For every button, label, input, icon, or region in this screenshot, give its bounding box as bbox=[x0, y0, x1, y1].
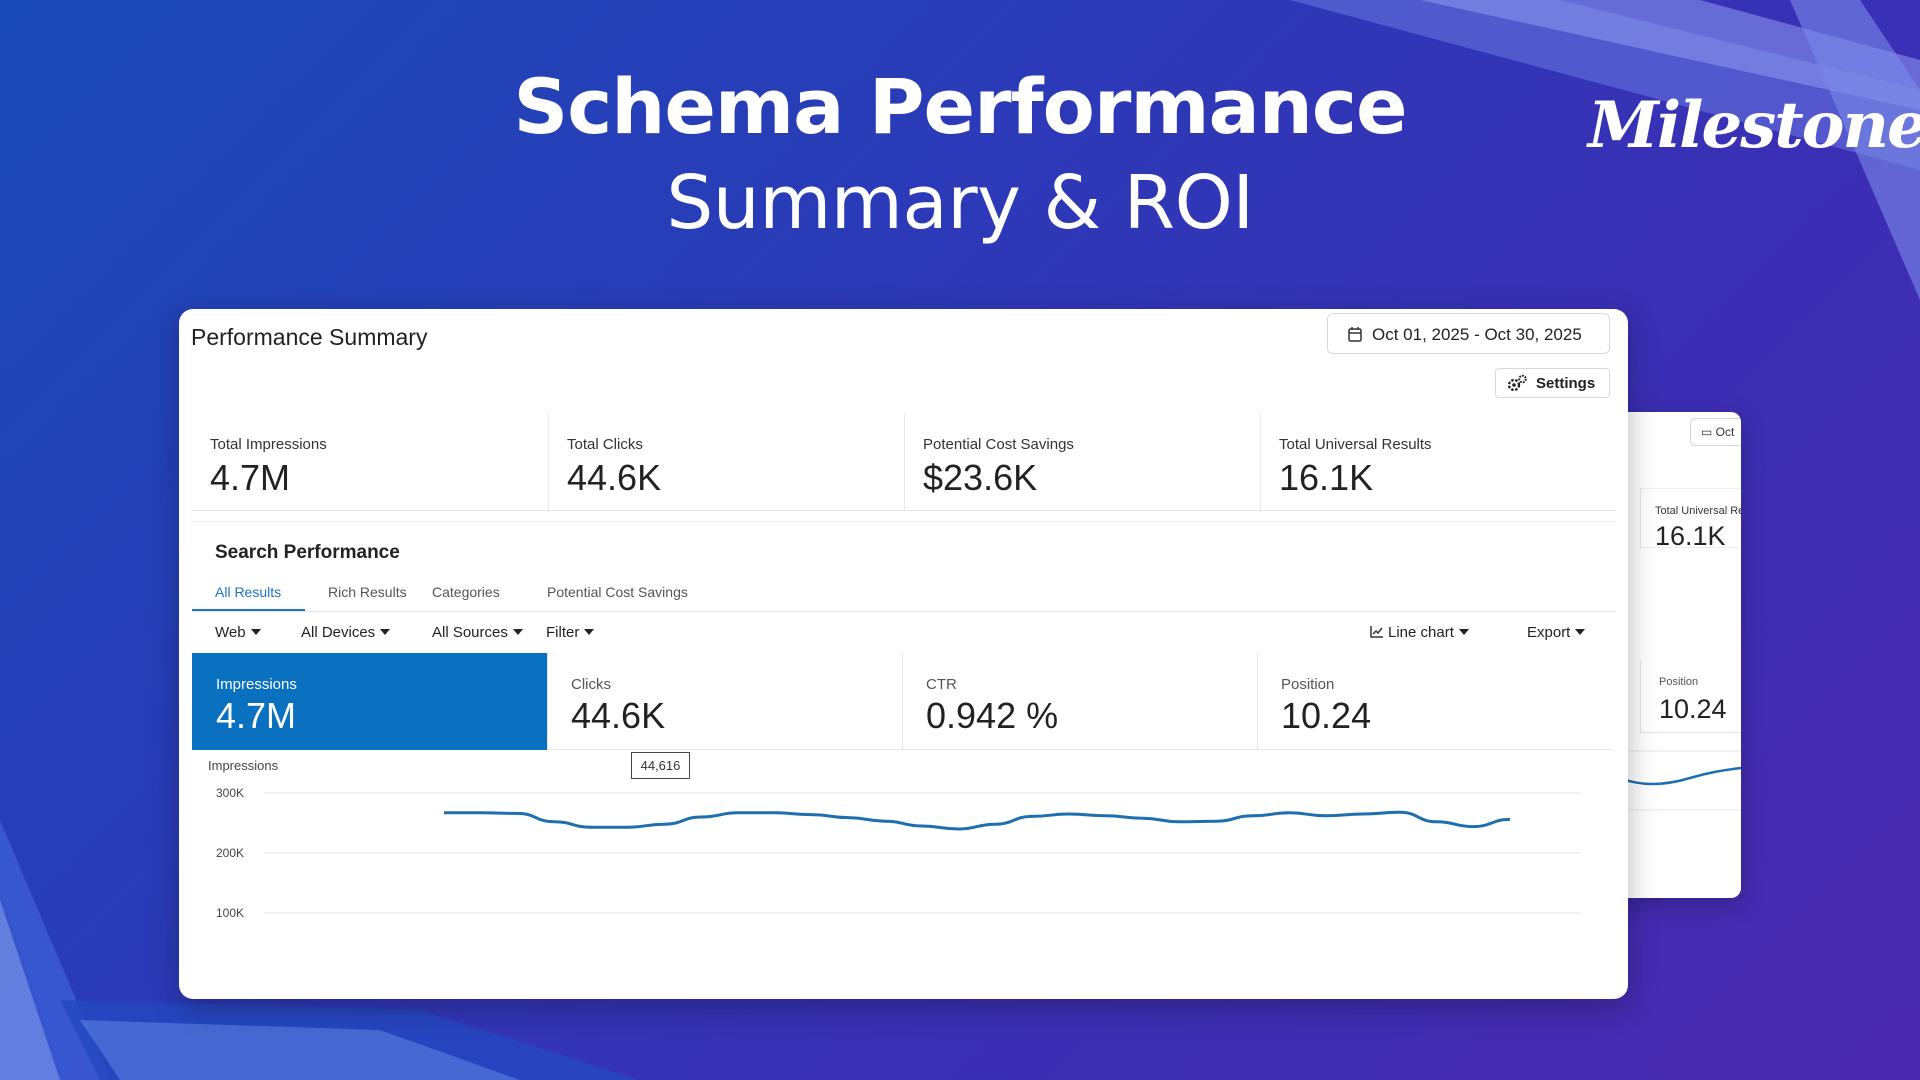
metric-label: CTR bbox=[926, 676, 957, 693]
y-tick-label: 300K bbox=[216, 786, 244, 800]
secondary-date-label: Oct bbox=[1715, 425, 1735, 439]
y-tick-label: 200K bbox=[216, 846, 244, 860]
hero-title: Schema Performance bbox=[513, 62, 1407, 151]
metric-label: Impressions bbox=[216, 676, 297, 693]
metric-value: 4.7M bbox=[216, 695, 297, 736]
web-dropdown[interactable]: Web bbox=[215, 624, 261, 641]
tab-rich-results[interactable]: Rich Results bbox=[328, 584, 407, 600]
line-chart-icon bbox=[1370, 626, 1383, 638]
web-dropdown-label: Web bbox=[215, 624, 246, 641]
kpi-label: Total Universal Results bbox=[1279, 436, 1432, 453]
caret-down-icon bbox=[1575, 629, 1586, 635]
tabs-divider bbox=[192, 611, 1616, 612]
kpi-value: $23.6K bbox=[923, 457, 1038, 498]
metric-clicks[interactable]: Clicks 44.6K bbox=[547, 653, 902, 750]
tab-all-results[interactable]: All Results bbox=[215, 584, 282, 600]
y-axis-label: Impressions bbox=[208, 758, 279, 773]
metric-position[interactable]: Position 10.24 bbox=[1257, 653, 1612, 750]
performance-summary-card: Performance Summary Oct 01, 2025 - Oct 3… bbox=[179, 309, 1628, 999]
brand-logo: Milestone bbox=[1588, 88, 1920, 163]
caret-down-icon bbox=[512, 629, 523, 635]
kpi-total-impressions: Total Impressions 4.7M bbox=[192, 413, 548, 510]
secondary-position-label: Position bbox=[1659, 676, 1699, 688]
metric-ctr[interactable]: CTR 0.942 % bbox=[902, 653, 1257, 750]
impressions-series-line bbox=[443, 810, 1511, 831]
y-tick-label: 100K bbox=[216, 906, 244, 920]
kpi-total-universal-results: Total Universal Results 16.1K bbox=[1260, 413, 1616, 510]
kpi-row: Total Impressions 4.7M Total Clicks 44.6… bbox=[192, 413, 1616, 511]
sources-dropdown-label: All Sources bbox=[432, 624, 508, 641]
card-title: Performance Summary bbox=[191, 324, 428, 350]
hero-subtitle: Summary & ROI bbox=[666, 160, 1254, 246]
caret-down-icon bbox=[584, 629, 595, 635]
kpi-label: Potential Cost Savings bbox=[923, 436, 1074, 453]
metric-label: Position bbox=[1281, 676, 1335, 693]
kpi-total-clicks: Total Clicks 44.6K bbox=[548, 413, 904, 510]
export-dropdown[interactable]: Export bbox=[1527, 624, 1586, 641]
kpi-value: 44.6K bbox=[567, 457, 662, 498]
active-tab-indicator bbox=[192, 609, 305, 611]
tab-categories[interactable]: Categories bbox=[432, 584, 500, 600]
filter-dropdown-label: Filter bbox=[546, 624, 580, 641]
caret-down-icon bbox=[250, 629, 261, 635]
gears-icon bbox=[1507, 374, 1527, 392]
secondary-position-value: 10.24 bbox=[1659, 694, 1727, 724]
tab-potential-cost-savings[interactable]: Potential Cost Savings bbox=[547, 584, 688, 600]
chart-type-dropdown[interactable]: Line chart bbox=[1370, 624, 1469, 641]
search-performance-title: Search Performance bbox=[215, 542, 400, 563]
metric-value: 44.6K bbox=[571, 695, 666, 736]
impressions-line-chart: Impressions 300K 200K 100K bbox=[208, 758, 1580, 920]
kpi-label: Total Impressions bbox=[210, 436, 327, 453]
filter-dropdown[interactable]: Filter bbox=[546, 624, 595, 641]
secondary-position: Position 10.24 bbox=[1640, 660, 1741, 733]
sources-dropdown[interactable]: All Sources bbox=[432, 624, 523, 641]
metric-value: 10.24 bbox=[1281, 695, 1372, 736]
metric-label: Clicks bbox=[571, 676, 611, 693]
calendar-icon bbox=[1348, 327, 1362, 342]
kpi-label: Total Clicks bbox=[567, 436, 643, 453]
caret-down-icon bbox=[380, 629, 391, 635]
chart-type-label: Line chart bbox=[1388, 624, 1454, 641]
secondary-stat-label: Total Universal Res bbox=[1655, 505, 1741, 517]
settings-label: Settings bbox=[1536, 375, 1596, 392]
metric-impressions[interactable]: Impressions 4.7M bbox=[192, 653, 547, 750]
search-performance-panel: Search Performance All Results Rich Resu… bbox=[192, 521, 1616, 999]
chart-tooltip: 44,616 bbox=[631, 752, 690, 779]
secondary-universal-results: Total Universal Res 16.1K bbox=[1640, 488, 1741, 551]
secondary-stat-value: 16.1K bbox=[1655, 521, 1726, 551]
devices-dropdown[interactable]: All Devices bbox=[301, 624, 391, 641]
kpi-potential-cost-savings: Potential Cost Savings $23.6K bbox=[904, 413, 1260, 510]
caret-down-icon bbox=[1458, 629, 1469, 635]
kpi-value: 4.7M bbox=[210, 457, 291, 498]
export-label: Export bbox=[1527, 624, 1571, 641]
date-range-text: Oct 01, 2025 - Oct 30, 2025 bbox=[1372, 325, 1582, 344]
secondary-date-range[interactable]: ▭ Oct bbox=[1690, 418, 1741, 446]
date-range-picker[interactable]: Oct 01, 2025 - Oct 30, 2025 bbox=[1327, 313, 1610, 354]
settings-button[interactable]: Settings bbox=[1495, 368, 1610, 398]
devices-dropdown-label: All Devices bbox=[301, 624, 376, 641]
kpi-value: 16.1K bbox=[1279, 457, 1374, 498]
metric-value: 0.942 % bbox=[926, 695, 1059, 736]
